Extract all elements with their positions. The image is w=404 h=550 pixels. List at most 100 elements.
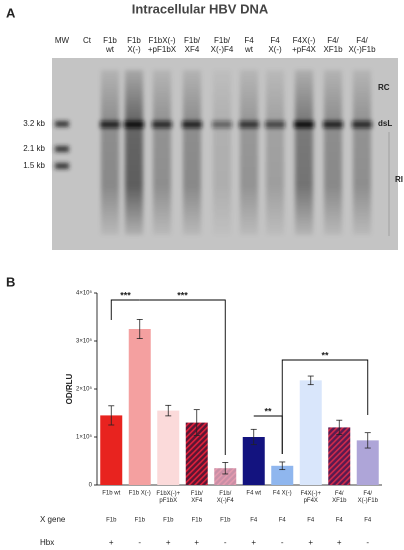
band [124, 121, 144, 128]
lane-smear [101, 70, 119, 235]
marker-band [55, 146, 69, 152]
bar [242, 437, 265, 485]
error-bar [336, 419, 343, 436]
significance-label: *** [177, 290, 188, 300]
error-bar [250, 428, 257, 446]
x-gene-label: X gene [40, 515, 66, 524]
x-tick-label: F1b/XF4 [191, 491, 203, 504]
band [239, 121, 259, 128]
bar [299, 380, 322, 485]
x-gene-value: F1b [220, 518, 231, 524]
lane-label: F1b/XF4 [184, 36, 201, 54]
error-bar [222, 462, 229, 475]
marker-band [55, 121, 69, 127]
y-axis-label: OD/RLU [65, 373, 74, 404]
lane-smear [240, 70, 258, 235]
x-gene-value: F1b [163, 518, 174, 524]
x-tick-label: F1b X(-) [129, 491, 151, 497]
x-tick-label: F4 wt [246, 491, 261, 497]
panel-letter: B [6, 274, 15, 289]
marker-label: 2.1 kb [23, 144, 45, 153]
lane-label: F4/X(-)F1b [348, 36, 376, 54]
marker-band [55, 163, 69, 169]
error-bar [108, 405, 115, 426]
lane-label: Ct [83, 36, 92, 45]
lane-label: F1b X(-) [127, 36, 141, 54]
lane-label: F1b/X(-)F4 [211, 36, 234, 54]
hbx-value: - [281, 538, 284, 547]
hbx-value: - [138, 538, 141, 547]
band [182, 121, 202, 128]
lane-label: F1bX(-) +pF1bX [148, 36, 177, 54]
panel-title: Intracellular HBV DNA [132, 1, 269, 16]
panel-letter: A [6, 5, 16, 20]
x-gene-value: F4 [336, 518, 344, 524]
error-bar [307, 375, 314, 386]
bar [214, 468, 237, 485]
error-bar [136, 318, 143, 340]
significance-label: ** [321, 350, 329, 360]
x-gene-value: F4 [307, 518, 315, 524]
bar [356, 440, 379, 485]
x-gene-value: F1b [135, 518, 146, 524]
lane-smear [295, 70, 313, 235]
significance-label: ** [264, 406, 272, 416]
y-tick-label: 0 [89, 483, 93, 489]
lane-smear [213, 70, 231, 235]
lane-label: F4/XF1b [323, 36, 343, 54]
error-bar [165, 404, 172, 417]
x-gene-value: F4 [364, 518, 372, 524]
x-gene-value: F1b [106, 518, 117, 524]
band [265, 121, 285, 128]
band-label: RC [378, 83, 390, 92]
lane-smear [125, 70, 143, 235]
hbx-value: - [366, 538, 369, 547]
hbx-label: Hbx [40, 538, 54, 547]
x-tick-label: F4 X(-) [273, 491, 292, 497]
hbx-value: + [194, 538, 199, 547]
lane-smear [324, 70, 342, 235]
lane-label: F1b wt [103, 36, 117, 54]
bar [328, 427, 351, 485]
x-gene-value: F4 [279, 518, 287, 524]
lane-label: F4 wt [244, 36, 254, 54]
bar [128, 329, 151, 485]
bar [157, 410, 180, 485]
bar [271, 465, 294, 485]
lane-smear [353, 70, 371, 235]
error-bar [193, 409, 200, 436]
lane-label: MW [55, 36, 70, 45]
lane-label: F4X(-) +pF4X [292, 36, 316, 54]
x-tick-label: F1b wt [102, 491, 120, 497]
blot-smears [55, 70, 372, 235]
x-gene-value: F1b [192, 518, 203, 524]
error-bar [279, 461, 286, 471]
x-tick-label: F4X(-)+ pF4X [300, 491, 321, 504]
significance-bracket [139, 299, 226, 455]
marker-label: 1.5 kb [23, 161, 45, 170]
x-tick-label: F1b/X(-)F4 [217, 491, 235, 504]
significance-label: *** [120, 290, 131, 300]
band [323, 121, 343, 128]
x-gene-value: F4 [250, 518, 258, 524]
y-tick-label: 4×10⁵ [76, 290, 93, 297]
x-tick-label: F4/XF1b [332, 491, 347, 504]
band [352, 121, 372, 128]
marker-label: 3.2 kb [23, 119, 45, 128]
y-tick-label: 2×10⁵ [76, 386, 93, 393]
band [152, 121, 172, 128]
lane-smear [153, 70, 171, 235]
y-tick-label: 1×10⁵ [76, 434, 93, 441]
hbx-value: + [337, 538, 342, 547]
hbx-value: + [251, 538, 256, 547]
bar [185, 422, 208, 485]
x-tick-label: F1bX(-)+ pF1bX [156, 491, 180, 504]
y-tick-label: 3×10⁵ [76, 338, 93, 345]
lane-smear [183, 70, 201, 235]
significance-bracket [281, 359, 369, 454]
band-label: dsL [378, 119, 392, 128]
hbx-value: + [166, 538, 171, 547]
band [100, 121, 120, 128]
x-tick-label: F4/X(-)F1b [358, 491, 379, 504]
